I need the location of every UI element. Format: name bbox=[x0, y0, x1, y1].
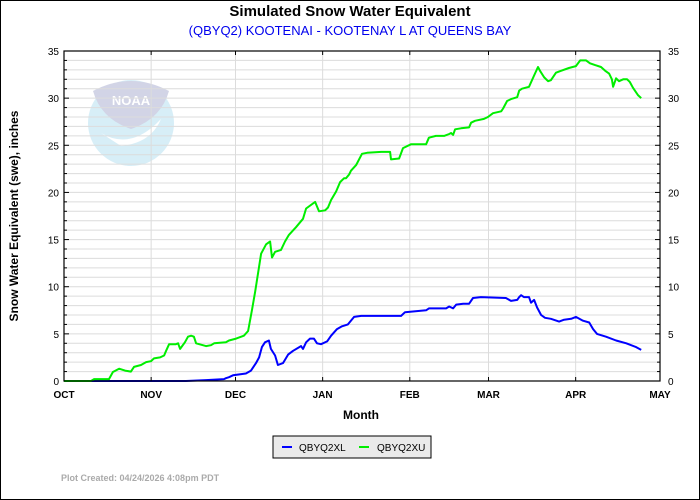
legend-label-xu: QBYQ2XU bbox=[377, 443, 425, 454]
y-tick-label-right: 20 bbox=[668, 188, 680, 199]
x-tick-label: NOV bbox=[140, 390, 162, 401]
legend-box bbox=[272, 435, 432, 459]
y-tick-label-right: 30 bbox=[668, 94, 680, 105]
series-line-qbyq2xl bbox=[64, 294, 642, 382]
x-tick-label: FEB bbox=[400, 390, 420, 401]
y-tick-label-left: 5 bbox=[53, 330, 59, 341]
y-tick-label-right: 0 bbox=[668, 377, 674, 388]
x-axis-label: Month bbox=[343, 408, 379, 422]
legend: QBYQ2XL QBYQ2XU bbox=[272, 435, 432, 459]
y-tick-label-left: 15 bbox=[48, 236, 60, 247]
plot-created-footer: Plot Created: 04/24/2026 4:08pm PDT bbox=[61, 473, 220, 483]
y-tick-label-left: 10 bbox=[48, 283, 60, 294]
x-tick-label: DEC bbox=[225, 390, 246, 401]
y-tick-label-right: 35 bbox=[668, 47, 680, 58]
x-tick-label: OCT bbox=[53, 390, 74, 401]
svg-text:NOAA: NOAA bbox=[112, 93, 151, 108]
y-tick-label-right: 10 bbox=[668, 283, 680, 294]
y-tick-label-left: 25 bbox=[48, 141, 60, 152]
chart-subtitle: (QBYQ2) KOOTENAI - KOOTENAY L AT QUEENS … bbox=[188, 23, 512, 38]
series-line-qbyq2xu bbox=[64, 59, 642, 382]
legend-label-xl: QBYQ2XL bbox=[299, 443, 346, 454]
y-tick-label-left: 30 bbox=[48, 94, 60, 105]
x-tick-label: MAR bbox=[477, 390, 501, 401]
y-tick-label-left: 20 bbox=[48, 188, 60, 199]
y-tick-label-right: 5 bbox=[668, 330, 674, 341]
x-tick-label: APR bbox=[565, 390, 587, 401]
y-tick-label-left: 0 bbox=[53, 377, 59, 388]
chart-title: Simulated Snow Water Equivalent bbox=[229, 3, 471, 20]
x-tick-label: JAN bbox=[313, 390, 333, 401]
y-tick-label-right: 25 bbox=[668, 141, 680, 152]
plot-frame bbox=[63, 50, 661, 382]
noaa-logo: NOAA bbox=[88, 80, 174, 166]
y-tick-label-left: 35 bbox=[48, 47, 60, 58]
x-tick-label: MAY bbox=[649, 390, 671, 401]
y-axis-label: Snow Water Equivalent (swe), inches bbox=[7, 110, 21, 321]
y-tick-label-right: 15 bbox=[668, 236, 680, 247]
